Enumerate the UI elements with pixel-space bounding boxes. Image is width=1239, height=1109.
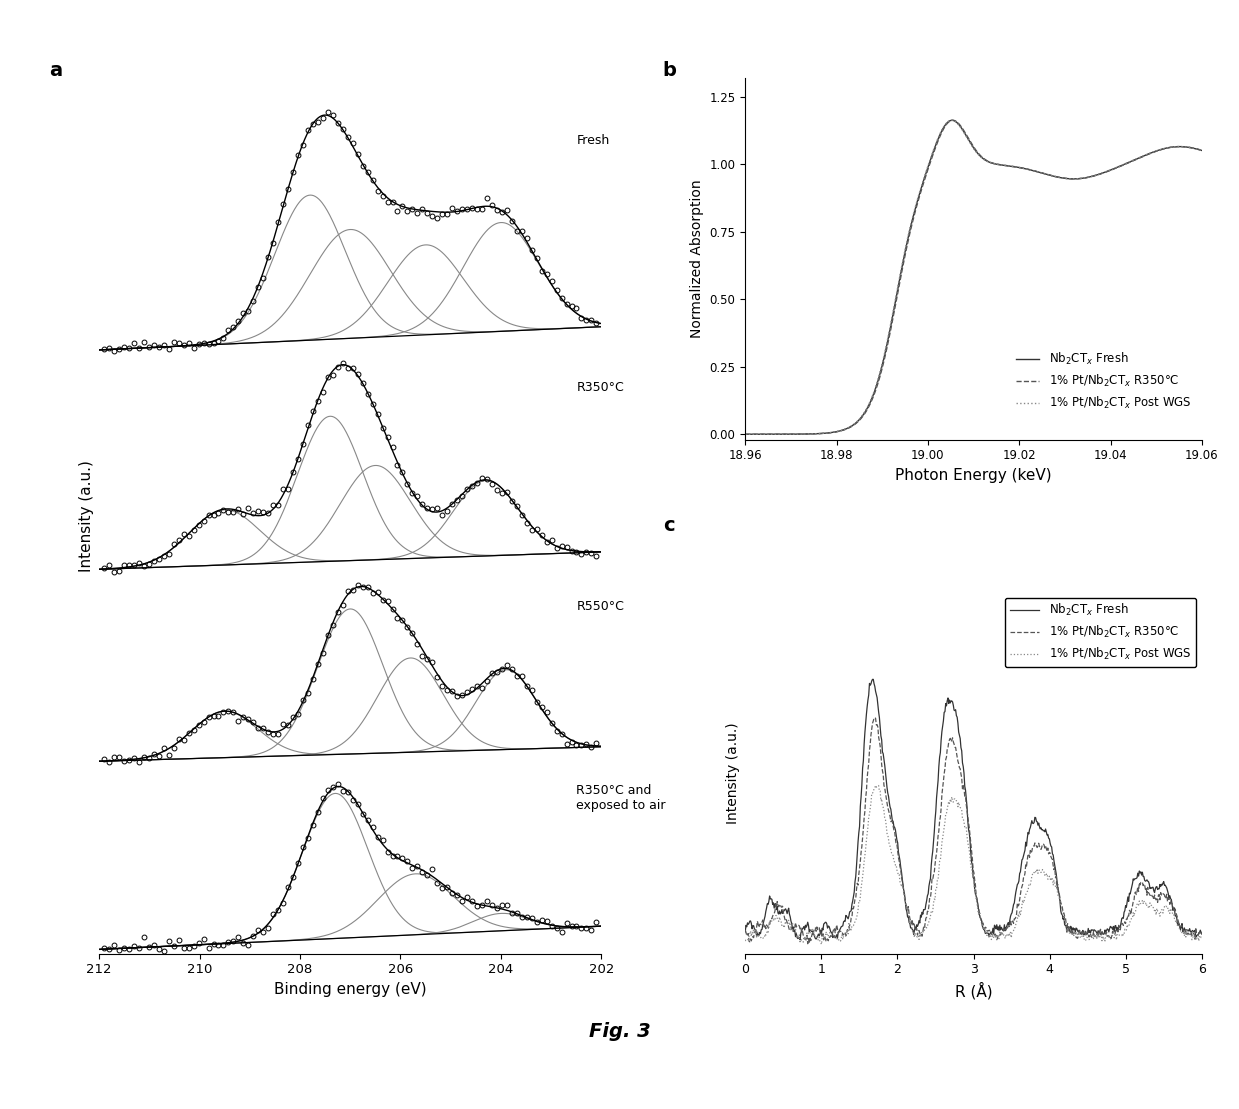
- Text: R350°C: R350°C: [576, 381, 624, 395]
- Text: R550°C: R550°C: [576, 600, 624, 613]
- Y-axis label: Intensity (a.u.): Intensity (a.u.): [726, 722, 740, 824]
- Legend: Nb$_2$CT$_x$ Fresh, 1% Pt/Nb$_2$CT$_x$ R350°C, 1% Pt/Nb$_2$CT$_x$ Post WGS: Nb$_2$CT$_x$ Fresh, 1% Pt/Nb$_2$CT$_x$ R…: [1011, 346, 1196, 416]
- Text: a: a: [50, 61, 63, 80]
- X-axis label: Photon Energy (keV): Photon Energy (keV): [896, 468, 1052, 482]
- Text: R350°C and
exposed to air: R350°C and exposed to air: [576, 784, 665, 813]
- Text: Fig. 3: Fig. 3: [589, 1021, 650, 1041]
- Text: Fresh: Fresh: [576, 134, 610, 147]
- Y-axis label: Intensity (a.u.): Intensity (a.u.): [78, 460, 94, 571]
- Legend: Nb$_2$CT$_x$ Fresh, 1% Pt/Nb$_2$CT$_x$ R350°C, 1% Pt/Nb$_2$CT$_x$ Post WGS: Nb$_2$CT$_x$ Fresh, 1% Pt/Nb$_2$CT$_x$ R…: [1005, 598, 1196, 668]
- X-axis label: R (Å): R (Å): [955, 981, 992, 999]
- Text: c: c: [663, 516, 674, 535]
- X-axis label: Binding energy (eV): Binding energy (eV): [274, 981, 426, 997]
- Text: b: b: [663, 61, 676, 80]
- Y-axis label: Normalized Absorption: Normalized Absorption: [690, 180, 704, 338]
